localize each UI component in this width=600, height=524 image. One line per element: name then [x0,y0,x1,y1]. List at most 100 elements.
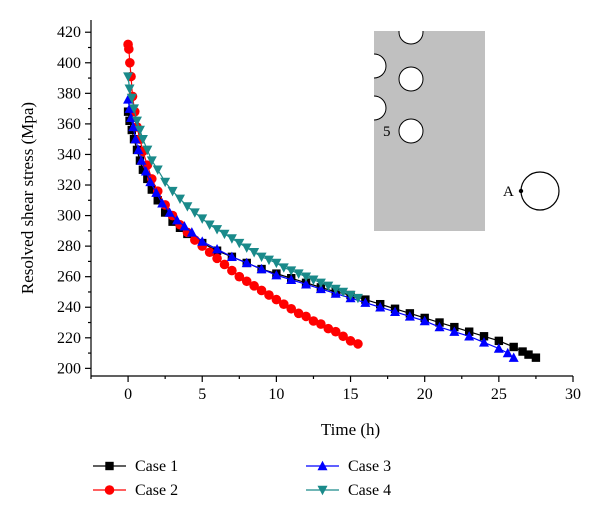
data-point [124,44,134,54]
data-point [338,287,349,298]
data-point [226,234,237,244]
data-point [197,236,208,246]
legend-item-1: Case 1 [93,458,178,475]
data-point [137,134,148,145]
data-point [153,196,162,205]
data-point [419,315,430,326]
data-point [146,156,157,166]
data-point [352,293,363,304]
legend: Case 1 Case 2 Case 3 Case 4 [93,458,391,499]
data-point [124,84,135,94]
y-tick-label: 300 [57,208,81,225]
y-tick-label: 240 [57,299,81,316]
data-point [390,306,401,317]
inset-hole [398,31,424,45]
x-tick-label: 15 [343,386,359,403]
data-point [133,144,144,155]
data-point [126,93,137,104]
legend-item-2: Case 2 [93,482,178,499]
data-point [164,207,175,217]
legend-marker [317,460,328,471]
data-point [147,185,157,194]
series-3 [123,94,519,362]
data-point [160,177,171,188]
y-tick-label: 220 [57,330,81,347]
data-point [131,116,142,127]
legend-label: Case 1 [135,458,178,475]
data-point [129,104,140,114]
legend-item-3: Case 3 [306,458,391,475]
data-point [227,265,237,276]
y-tick-label: 320 [57,177,81,194]
data-point [493,343,504,353]
data-point [241,257,252,268]
inset-specimen-rect [374,31,485,231]
data-point [160,208,170,217]
data-point [189,208,200,218]
data-point [256,252,267,263]
data-point [128,121,139,132]
inset-point-a [518,188,524,194]
legend-label: Case 3 [348,458,391,475]
data-point [186,227,197,237]
data-point [123,94,134,104]
data-point [271,269,282,280]
data-point [345,336,356,346]
data-point [190,235,200,245]
data-point [174,194,185,204]
data-point [323,323,334,334]
data-point [241,243,252,253]
data-point [330,284,341,295]
data-point [479,337,490,347]
y-axis-title: Resolved shear stress (Mpa) [18,102,37,294]
x-tick-label: 30 [565,386,581,403]
y-tick-label: 420 [57,24,81,41]
data-point [219,259,230,270]
inset-label-a: A [503,184,514,200]
data-point [125,57,135,68]
data-point [140,166,151,176]
data-point [168,217,177,226]
data-point [278,263,289,273]
data-point [338,331,348,342]
data-point [301,279,312,289]
data-point [286,274,297,284]
data-point [531,353,541,362]
data-point [301,272,312,282]
data-point [234,271,245,282]
data-point [509,342,518,352]
data-point [286,266,297,276]
y-tick-label: 400 [57,55,81,72]
data-point [330,326,341,337]
data-point [249,281,259,291]
inset-label-5: 5 [383,124,391,140]
y-tick-label: 260 [57,269,81,286]
data-point [219,229,230,240]
data-point [279,299,289,309]
data-point [212,225,223,235]
data-point [179,221,190,231]
y-tick-label: 280 [57,238,81,255]
y-tick-label: 380 [57,85,81,102]
data-point [145,176,156,187]
series-line [127,44,359,345]
data-point [375,302,386,312]
data-point [142,145,153,156]
data-point [315,283,326,294]
data-point [293,269,304,279]
legend-label: Case 2 [135,482,178,499]
data-point [271,258,282,269]
x-tick-label: 0 [124,386,132,403]
data-point [130,133,141,144]
data-point [241,276,252,287]
x-tick-label: 25 [491,386,507,403]
data-point [167,186,178,197]
y-tick-label: 340 [57,146,81,163]
data-point [308,275,319,285]
data-point [353,339,363,349]
data-point [172,214,183,225]
data-point [449,326,460,336]
plot-area: 0 5 10 15 20 25 30 200 220 240 260 280 300 320 340 360 3… [18,20,581,439]
data-point [152,165,163,175]
